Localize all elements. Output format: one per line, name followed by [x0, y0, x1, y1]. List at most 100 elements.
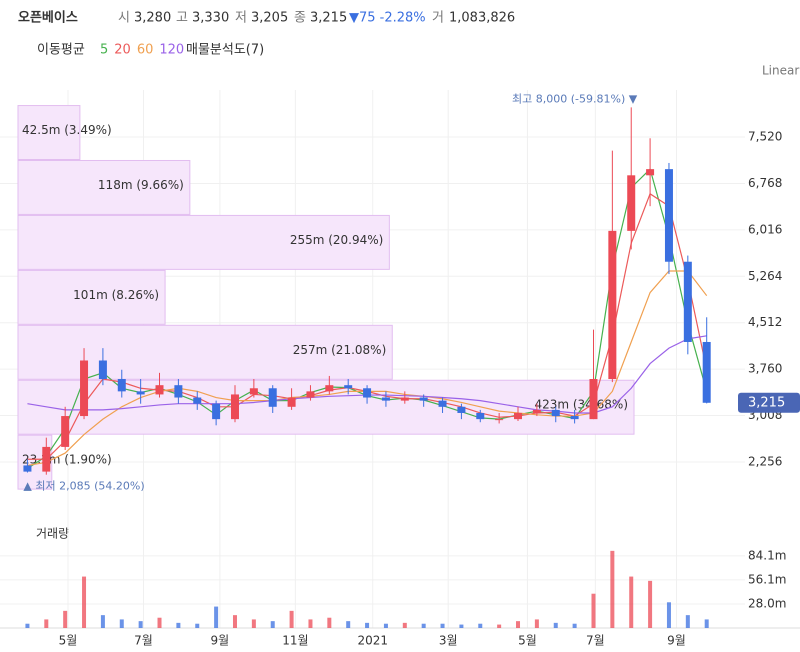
candle-body	[514, 412, 523, 420]
label: 종	[294, 11, 306, 26]
volume-bar	[383, 623, 388, 628]
volume-tick-label: 28.0m	[748, 597, 786, 611]
volume-bar	[666, 602, 671, 628]
label: 거	[432, 11, 444, 26]
volume-tick-label: 84.1m	[748, 548, 786, 562]
candle-body	[42, 446, 51, 472]
volume-profile-label: 255m (20.94%)	[290, 233, 384, 247]
candle-body	[457, 406, 466, 413]
volume-bar	[553, 622, 558, 628]
volume-bar	[572, 623, 577, 628]
candle-body	[702, 341, 711, 403]
volume-bar	[478, 623, 483, 628]
value: 3,330	[192, 11, 229, 26]
label: 저	[235, 11, 247, 26]
candle-body	[646, 169, 655, 176]
candle-body	[155, 385, 164, 395]
volume-bar	[459, 624, 464, 628]
scale-mode[interactable]: Linear	[762, 64, 799, 78]
last-price-label: 3,215	[748, 395, 785, 410]
candle-body	[117, 379, 126, 392]
volume-bar	[232, 615, 237, 628]
volume-bar	[251, 619, 256, 628]
stock-name: 오픈베이스	[18, 10, 78, 26]
candle-body	[61, 416, 70, 447]
ma-legend-item: 5	[100, 43, 108, 58]
value: 3,280	[134, 11, 171, 26]
candle-body	[363, 388, 372, 398]
volume-profile-label: 423m (34.68%)	[534, 398, 628, 412]
change: ▼75 -2.28%	[349, 11, 426, 26]
candle-body	[344, 385, 353, 389]
volume-bar	[346, 621, 351, 628]
volume-bar	[327, 617, 332, 628]
label: 고	[176, 11, 188, 26]
y-tick-label: 4,512	[748, 315, 782, 329]
candle-body	[532, 409, 541, 413]
volume-profile-label: 42.5m (3.49%)	[22, 123, 112, 137]
x-tick-label: 7월	[586, 634, 605, 648]
candle-body	[683, 261, 692, 342]
candle-body	[570, 416, 579, 420]
volume-bar	[402, 622, 407, 628]
y-tick-label: 2,256	[748, 454, 782, 468]
volume-profile-bar	[17, 105, 81, 160]
volume-profile-label: 257m (21.08%)	[293, 343, 387, 357]
y-tick-label: 3,760	[748, 362, 782, 376]
candle-body	[136, 391, 145, 395]
volume-title: 거래량	[36, 527, 69, 541]
high-marker: 최고 8,000 (-59.81%) ▼	[512, 92, 638, 105]
y-tick-label: 6,016	[748, 222, 782, 236]
x-tick-label: 2021	[357, 634, 388, 648]
ma-legend: 5 20 60 120	[100, 43, 184, 58]
ma-legend-title[interactable]: 이동평균	[37, 43, 85, 58]
volume-bar	[270, 621, 275, 628]
volume-bar	[308, 619, 313, 628]
candle-body	[98, 360, 107, 380]
volume-bar	[440, 623, 445, 628]
volume-bar	[195, 623, 200, 628]
candle-body	[627, 175, 636, 231]
volume-bar	[82, 576, 87, 628]
volume-profile-bar	[17, 269, 166, 325]
volume-bar	[534, 619, 539, 628]
candle-body	[419, 397, 428, 401]
value: 1,083,826	[449, 11, 515, 26]
y-tick-label: 5,264	[748, 269, 782, 283]
candle-body	[438, 400, 447, 407]
volume-bar	[591, 593, 596, 628]
candle-body	[325, 385, 334, 392]
candle-body	[589, 379, 598, 420]
volume-bar	[214, 606, 219, 628]
volume-bar	[704, 619, 709, 628]
y-tick-label: 7,520	[748, 130, 782, 144]
volume-bar	[44, 619, 49, 628]
candle-body	[306, 391, 315, 398]
candle-body	[268, 388, 277, 407]
candle-body	[608, 230, 617, 380]
x-tick-label: 5월	[59, 634, 78, 648]
volume-bar	[648, 580, 653, 628]
x-tick-label: 7월	[134, 634, 153, 648]
volume-bar	[629, 576, 634, 628]
last-price-badge	[738, 392, 800, 413]
x-tick-label: 5월	[518, 634, 537, 648]
volume-bar	[685, 615, 690, 628]
candle-body	[80, 360, 89, 417]
volume-bar	[119, 619, 124, 628]
x-tick-label: 9월	[667, 634, 686, 648]
candle-body	[476, 412, 485, 420]
candle-body	[400, 397, 409, 401]
candle-body	[287, 397, 296, 407]
ma-legend-item: 120	[159, 43, 184, 58]
x-tick-label: 9월	[211, 634, 230, 648]
candle-body	[495, 419, 504, 421]
candle-body	[23, 465, 32, 472]
candle-body	[664, 169, 673, 262]
candle-body	[551, 409, 560, 417]
volume-bar	[421, 623, 426, 628]
volume-bar	[176, 622, 181, 628]
profile-toggle[interactable]: 매물분석도(7)	[186, 43, 264, 58]
volume-bar	[25, 623, 30, 628]
